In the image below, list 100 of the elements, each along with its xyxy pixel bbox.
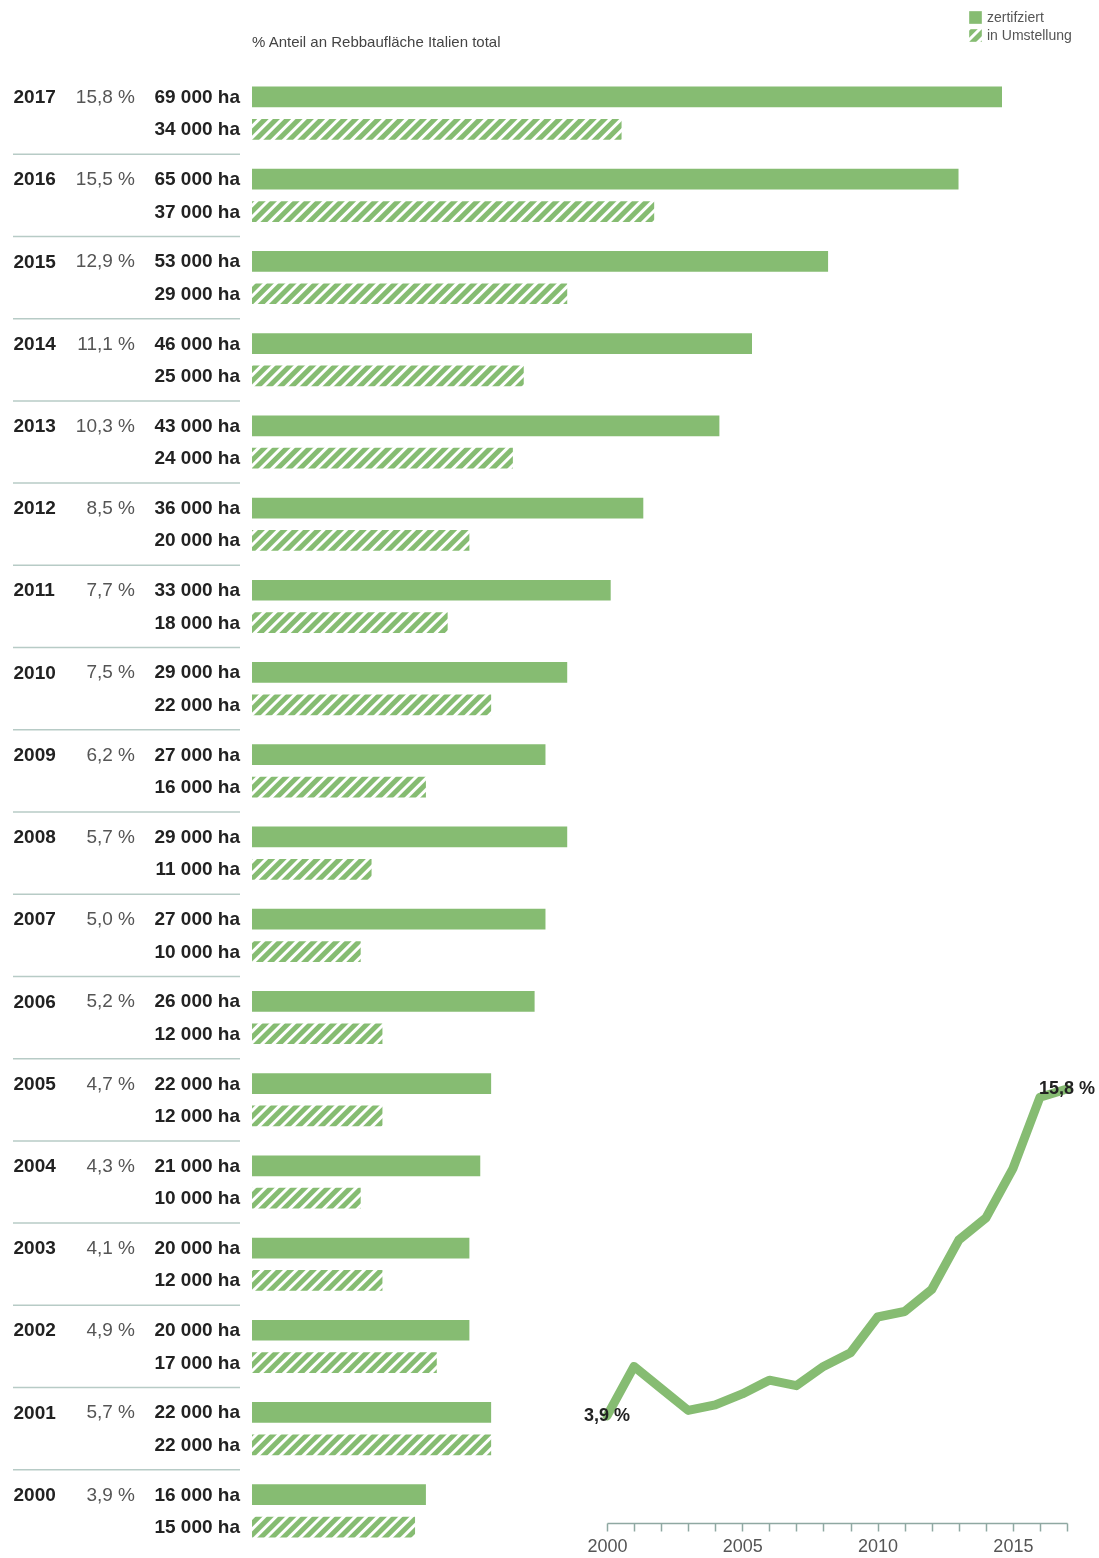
bar [252, 415, 720, 437]
bar [252, 908, 546, 930]
text: 12,9 % [75, 250, 136, 272]
data-label: 33 000 ha [154, 579, 241, 601]
data-label: 25 000 ha [154, 364, 241, 386]
data-label: 29 000 ha [154, 825, 241, 847]
bar [252, 1155, 481, 1177]
bar [252, 530, 470, 551]
data-label: 16 000 ha [154, 1483, 241, 1505]
bar [252, 612, 448, 633]
bar [252, 168, 959, 190]
bar [252, 858, 372, 880]
data-label: 12 000 ha [154, 1104, 241, 1126]
bar [252, 694, 492, 716]
bar [252, 1402, 492, 1423]
data-label: 69 000 ha [154, 85, 241, 107]
bar [252, 744, 546, 766]
data-label: 10 000 ha [154, 1187, 241, 1209]
y-tick-label: 2002 [13, 1319, 56, 1341]
legend-label: zertifziert [987, 8, 1044, 25]
text: 7,5 % [86, 661, 136, 683]
text: 6,2 % [86, 743, 136, 765]
bar [252, 991, 535, 1012]
y-tick-label: 2007 [13, 908, 56, 930]
data-label: 20 000 ha [154, 529, 241, 551]
bar [252, 826, 568, 848]
text: 5,0 % [86, 908, 136, 930]
data-label: 11 000 ha [155, 858, 241, 880]
text: 5,7 % [86, 825, 136, 847]
y-tick-label: 2014 [13, 332, 57, 354]
data-label: 15,8 % [1038, 1078, 1096, 1098]
bar [252, 1434, 492, 1456]
data-label: 29 000 ha [154, 282, 241, 304]
y-tick-label: 2000 [13, 1483, 56, 1505]
bar [252, 1484, 426, 1506]
bar [252, 201, 655, 222]
y-tick-label: 2017 [13, 86, 56, 108]
x-tick-label: 2005 [722, 1535, 763, 1556]
x-tick-label: 2000 [587, 1535, 628, 1556]
text: % Anteil an Rebbaufläche Italien total [252, 33, 501, 50]
y-tick-label: 2008 [13, 826, 56, 848]
bar [252, 662, 568, 683]
bar [252, 941, 361, 962]
bar [252, 365, 524, 387]
text: 4,9 % [86, 1319, 136, 1341]
bar [252, 118, 622, 140]
y-tick-label: 2004 [13, 1155, 57, 1176]
y-tick-label: 2006 [13, 990, 56, 1012]
bar [252, 1516, 416, 1538]
data-label: 53 000 ha [154, 250, 241, 272]
y-tick-label: 2013 [13, 415, 56, 436]
x-tick-label: 2015 [993, 1535, 1034, 1556]
data-label: 29 000 ha [154, 661, 241, 683]
text: 10,3 % [75, 414, 136, 436]
bar [252, 1105, 383, 1127]
data-label: 27 000 ha [154, 743, 241, 765]
data-label: 12 000 ha [154, 1022, 241, 1044]
data-label: 22 000 ha [154, 1072, 241, 1094]
bar [252, 447, 513, 469]
bar [252, 251, 829, 272]
x-tick-label: 2010 [858, 1535, 899, 1556]
text: 3,9 % [86, 1483, 136, 1505]
text: 7,7 % [86, 579, 136, 601]
y-tick-label: 2015 [13, 250, 57, 272]
bar [252, 1073, 492, 1094]
data-label: 37 000 ha [154, 200, 241, 222]
bar [252, 86, 1002, 108]
data-label: 36 000 ha [154, 497, 241, 519]
data-label: 65 000 ha [154, 168, 241, 190]
text: 4,3 % [86, 1154, 136, 1176]
data-label: 22 000 ha [154, 693, 241, 715]
data-label: 15 000 ha [154, 1516, 241, 1538]
bar [252, 497, 644, 519]
bar [252, 283, 568, 305]
bar [252, 1319, 470, 1341]
y-tick-label: 2001 [13, 1401, 57, 1423]
text: 15,5 % [75, 168, 136, 190]
data-label: 17 000 ha [154, 1351, 241, 1373]
y-tick-label: 2016 [13, 168, 56, 190]
data-label: 22 000 ha [154, 1433, 241, 1455]
data-label: 21 000 ha [154, 1154, 241, 1176]
bar [252, 1352, 437, 1373]
bar [252, 1023, 383, 1045]
text: 8,5 % [86, 497, 136, 519]
data-label: 43 000 ha [154, 414, 241, 436]
text: 15,8 % [75, 85, 136, 107]
data-label: 20 000 ha [154, 1319, 241, 1341]
bar [252, 1187, 361, 1209]
data-label: 22 000 ha [154, 1401, 241, 1423]
data-label: 46 000 ha [154, 332, 241, 354]
data-label: 20 000 ha [154, 1237, 241, 1259]
y-tick-label: 2003 [13, 1237, 56, 1259]
text: 5,2 % [86, 990, 136, 1012]
data-label: 34 000 ha [154, 118, 241, 140]
text: 4,7 % [86, 1072, 136, 1094]
bar [252, 1270, 383, 1291]
text: 4,1 % [86, 1237, 136, 1259]
data-label: 24 000 ha [154, 447, 241, 469]
y-tick-label: 2010 [13, 661, 56, 683]
y-tick-label: 2009 [13, 743, 56, 765]
